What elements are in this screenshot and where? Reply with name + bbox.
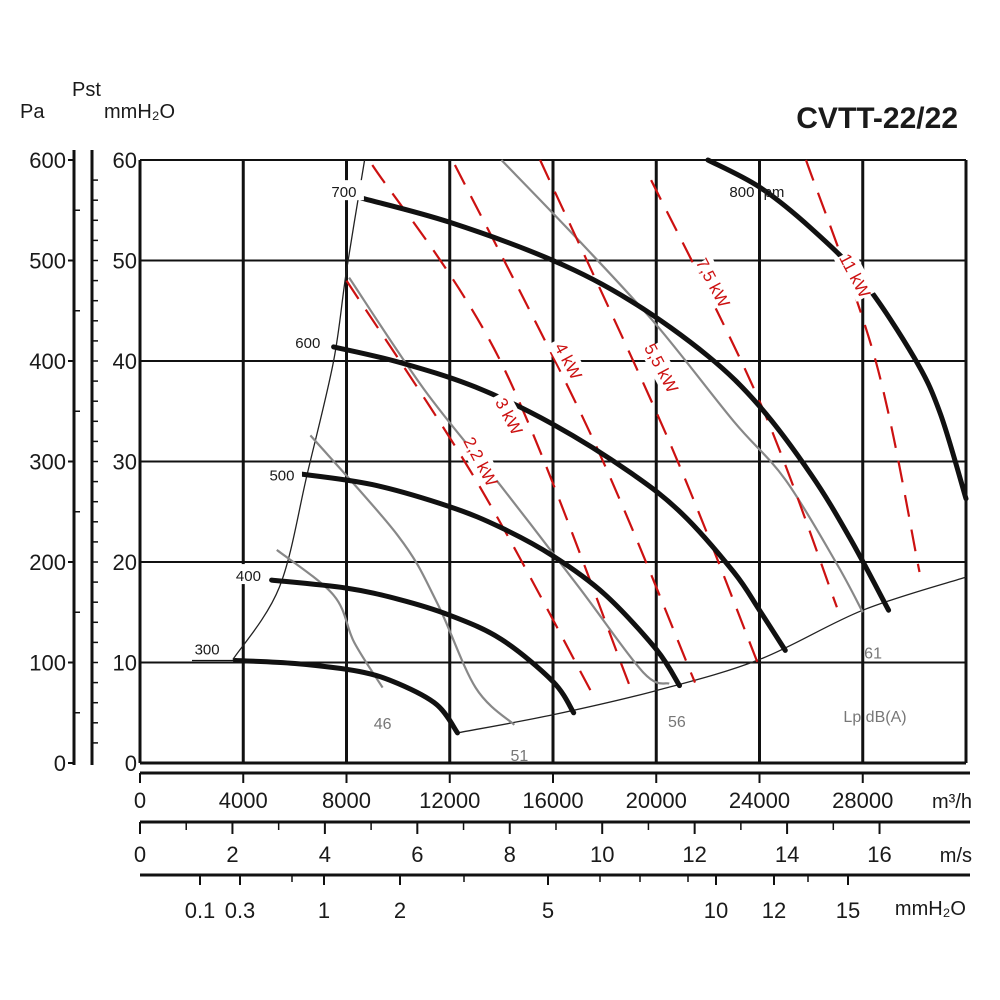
x-tick-label-velocity: 8 (504, 842, 516, 867)
rpm-curve-400 (269, 577, 577, 716)
rpm-curve-300 (233, 658, 460, 736)
x-tick-label-dynamic-pressure: 2 (394, 898, 406, 923)
y-tick-label-mmh2o: 20 (113, 550, 137, 575)
rpm-curve-label: 600 (295, 335, 320, 352)
rpm-curves (233, 157, 969, 736)
x-tick-label-flow: 16000 (522, 788, 583, 813)
x-tick-label-flow: 8000 (322, 788, 371, 813)
x-tick-label-velocity: 10 (590, 842, 614, 867)
rpm-curve-label: 300 (195, 641, 220, 658)
power-label-bg (640, 341, 683, 395)
x-tick-label-velocity: 12 (682, 842, 706, 867)
rpm-curve-700 (359, 195, 892, 613)
y-tick-label-pa: 400 (29, 349, 66, 374)
x-tick-label-velocity: 16 (867, 842, 891, 867)
chart-title: CVTT-22/22 (796, 102, 958, 135)
y-tick-label-mmh2o: 10 (113, 651, 137, 676)
rpm-curve-label: 500 (269, 468, 294, 485)
y-axis-mmh2o-label: mmH₂O (104, 101, 175, 123)
noise-line-label: 51 (511, 748, 529, 765)
rpm-label-bg (187, 637, 228, 658)
rpm-label-bg (287, 330, 328, 351)
power-line-3kW (371, 164, 632, 689)
power-line-75kW (650, 179, 838, 608)
power-line-55kW (539, 159, 761, 668)
x-tick-label-flow: 20000 (626, 788, 687, 813)
x-tick-label-flow: 12000 (419, 788, 480, 813)
y-tick-label-mmh2o: 0 (125, 751, 137, 776)
y-tick-label-pa: 300 (29, 450, 66, 475)
rpm-curve-label: 700 (331, 184, 356, 201)
power-line-11kW (804, 159, 921, 573)
x-axis-dynamic-pressure-unit: mmH₂O (895, 898, 966, 920)
envelope-left-edge (232, 159, 366, 660)
x-tick-label-flow: 4000 (219, 788, 268, 813)
power-line-label: 7,5 kW (692, 255, 734, 311)
noise-line-56 (348, 276, 670, 685)
y-tick-label-pa: 100 (29, 651, 66, 676)
envelope-bottom-edge (457, 576, 967, 734)
x-tick-label-flow: 28000 (832, 788, 893, 813)
power-line-label: 11 kW (835, 251, 874, 301)
rpm-curve-800 (705, 157, 969, 502)
x-tick-label-dynamic-pressure: 0.3 (225, 898, 256, 923)
rpm-label-bg (261, 463, 302, 484)
y-tick-label-pa: 500 (29, 249, 66, 274)
power-label-bg (547, 334, 590, 388)
y-tick-label-mmh2o: 40 (113, 349, 137, 374)
rpm-curve-500 (295, 471, 682, 689)
x-tick-label-dynamic-pressure: 10 (704, 898, 728, 923)
rpm-label-bg (323, 180, 364, 201)
y-tick-label-mmh2o: 50 (113, 249, 137, 274)
y-tick-label-pa: 200 (29, 550, 66, 575)
power-line-4kW (453, 164, 697, 684)
rpm-curve-label: 400 (236, 568, 261, 585)
noise-line-label: 56 (668, 714, 686, 731)
x-tick-label-velocity: 6 (411, 842, 423, 867)
noise-line-label: 61 (864, 645, 882, 662)
y-tick-label-mmh2o: 30 (113, 450, 137, 475)
power-label-bg (488, 389, 531, 443)
y-tick-label-mmh2o: 60 (113, 148, 137, 173)
operating-envelope (232, 159, 967, 734)
x-tick-label-velocity: 2 (226, 842, 238, 867)
x-tick-label-dynamic-pressure: 15 (836, 898, 860, 923)
grid-layer (138, 159, 968, 765)
power-label-bg (834, 249, 876, 302)
x-tick-label-dynamic-pressure: 1 (318, 898, 330, 923)
y-axis-pst-label: Pst (72, 79, 101, 101)
noise-line-46 (276, 549, 384, 689)
power-lines (345, 159, 921, 694)
x-axis-flow-unit: m³/h (932, 791, 972, 813)
x-tick-label-velocity: 0 (134, 842, 146, 867)
x-tick-label-dynamic-pressure: 5 (542, 898, 554, 923)
y-tick-label-pa: 600 (29, 148, 66, 173)
power-label-bg (459, 435, 502, 488)
noise-unit-label: Lp dB(A) (843, 709, 906, 726)
power-label-bg (692, 256, 735, 309)
rpm-curve-600 (331, 344, 788, 653)
x-tick-label-dynamic-pressure: 12 (762, 898, 786, 923)
y-axis-pa-label: Pa (20, 101, 45, 123)
axes (68, 150, 970, 885)
noise-lines (276, 159, 864, 726)
x-tick-label-dynamic-pressure: 0.1 (185, 898, 216, 923)
noise-line-label: 46 (374, 716, 392, 733)
x-tick-label-velocity: 14 (775, 842, 799, 867)
noise-line-61 (500, 159, 864, 613)
noise-line-51 (309, 434, 516, 726)
x-tick-label-velocity: 4 (319, 842, 331, 867)
y-tick-label-pa: 0 (54, 751, 66, 776)
power-line-22kW (345, 280, 593, 694)
rpm-curve-label: 800 rpm (729, 184, 784, 201)
x-axis-velocity-unit: m/s (940, 845, 972, 867)
x-tick-label-flow: 24000 (729, 788, 790, 813)
x-tick-label-flow: 0 (134, 788, 146, 813)
rpm-label-bg (228, 564, 269, 585)
